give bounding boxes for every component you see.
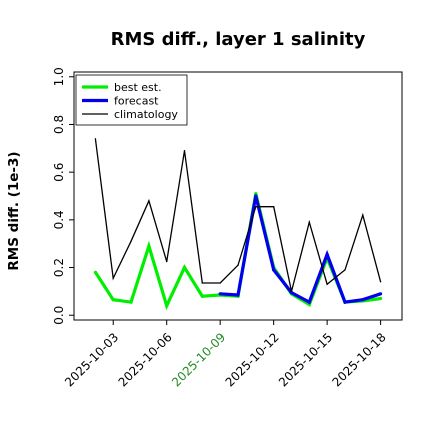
y-tick-label: 1.0 [52, 67, 66, 86]
data-point-forecast [272, 268, 276, 272]
data-point-forecast [325, 252, 329, 256]
plot-frame [73, 71, 403, 321]
y-axis-label: RMS diff. (1e-3) [6, 151, 22, 270]
series-line-forecast [220, 195, 382, 305]
legend-label-best-est: best est. [114, 81, 162, 94]
data-point-climatology [344, 269, 346, 271]
data-point-climatology [219, 282, 221, 284]
data-point-climatology [273, 206, 275, 208]
data-point-climatology [201, 282, 203, 284]
legend-label-forecast: forecast [114, 95, 159, 108]
data-point-forecast [307, 300, 311, 304]
y-tick-label: 0.0 [52, 306, 66, 325]
data-point-forecast [236, 293, 240, 297]
data-point-forecast [343, 300, 347, 304]
data-point-forecast [289, 291, 294, 295]
data-point-climatology [130, 240, 132, 242]
data-point-climatology [183, 150, 186, 152]
data-point-climatology [308, 221, 310, 223]
data-point-forecast [361, 298, 365, 302]
data-point-best-est [111, 298, 115, 302]
x-tick-label: 2025-10-09 [169, 330, 228, 389]
y-tick-label: 0.8 [52, 115, 66, 134]
x-tick-label: 2025-10-15 [276, 330, 335, 389]
data-point-climatology [362, 214, 364, 216]
data-point-best-est [182, 265, 187, 270]
x-tick-label: 2025-10-03 [62, 330, 121, 389]
series-line-climatology [94, 138, 382, 292]
data-point-climatology [166, 260, 168, 263]
data-point-best-est [129, 300, 133, 304]
y-tick-label: 0.2 [52, 258, 66, 277]
y-tick-label: 0.4 [52, 210, 66, 229]
data-point-climatology [148, 200, 150, 202]
y-tick-label: 0.6 [52, 163, 66, 182]
data-point-forecast [379, 292, 383, 296]
data-point-best-est [165, 304, 169, 308]
x-tick-label: 2025-10-12 [223, 330, 282, 389]
data-point-climatology [379, 281, 382, 283]
data-point-climatology [237, 264, 239, 266]
data-point-climatology [112, 277, 114, 279]
data-point-best-est [200, 294, 204, 298]
data-point-best-est [93, 270, 97, 274]
x-tick-label: 2025-10-06 [116, 330, 175, 389]
data-point-climatology [94, 138, 97, 140]
data-point-best-est [254, 192, 258, 196]
x-tick-label: 2025-10-18 [330, 330, 389, 389]
data-point-climatology [290, 290, 293, 293]
data-point-forecast [254, 194, 258, 198]
data-point-climatology [255, 206, 257, 208]
data-point-best-est [379, 296, 383, 301]
chart-title: RMS diff., layer 1 salinity [111, 29, 366, 50]
data-point-climatology [326, 283, 328, 285]
data-point-best-est [147, 244, 151, 248]
legend-label-climatology: climatology [114, 108, 178, 121]
data-point-forecast [218, 292, 222, 296]
